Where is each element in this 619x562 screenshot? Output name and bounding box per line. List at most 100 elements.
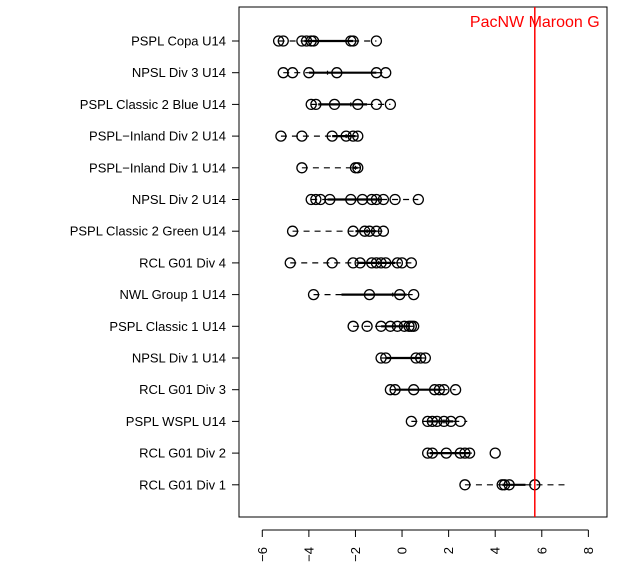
data-point bbox=[326, 130, 338, 142]
data-point bbox=[314, 193, 327, 206]
data-point bbox=[296, 35, 308, 47]
data-point bbox=[440, 447, 452, 459]
data-point bbox=[272, 35, 285, 47]
data-point bbox=[375, 257, 387, 269]
data-point bbox=[408, 288, 420, 301]
data-point bbox=[347, 35, 359, 47]
data-point bbox=[454, 415, 466, 428]
category-label: NPSL Div 3 U14 bbox=[132, 65, 226, 80]
category-label: RCL G01 Div 4 bbox=[139, 255, 226, 270]
x-tick-label: 4 bbox=[488, 547, 503, 554]
data-point bbox=[370, 257, 383, 269]
category-label: PSPL−Inland Div 1 U14 bbox=[89, 160, 226, 175]
data-point bbox=[296, 162, 308, 174]
data-point bbox=[352, 162, 364, 174]
data-point bbox=[384, 384, 397, 396]
data-point bbox=[394, 288, 406, 301]
data-point bbox=[363, 225, 376, 237]
data-point bbox=[389, 384, 401, 396]
x-tick-label: 0 bbox=[395, 547, 410, 554]
data-point bbox=[445, 415, 457, 428]
data-point bbox=[286, 225, 299, 237]
data-point bbox=[422, 415, 434, 428]
reference-line-label: PacNW Maroon G bbox=[470, 14, 600, 31]
x-tick-label: −4 bbox=[301, 547, 316, 562]
data-point bbox=[366, 257, 378, 269]
data-point bbox=[375, 352, 387, 364]
box-11 bbox=[384, 384, 462, 396]
data-point bbox=[396, 257, 408, 269]
box-0 bbox=[272, 35, 383, 47]
box-9 bbox=[347, 320, 420, 332]
x-tick-label: 2 bbox=[441, 547, 456, 554]
data-point bbox=[459, 447, 471, 459]
data-point bbox=[410, 352, 422, 364]
data-point bbox=[296, 130, 308, 142]
data-point bbox=[377, 225, 390, 237]
data-point bbox=[412, 193, 424, 206]
data-point bbox=[356, 193, 369, 206]
data-point bbox=[310, 98, 322, 111]
data-point bbox=[347, 130, 359, 142]
data-point bbox=[380, 67, 392, 79]
data-point bbox=[498, 479, 511, 491]
data-point bbox=[489, 447, 501, 459]
data-point bbox=[391, 257, 404, 269]
category-label: NPSL Div 1 U14 bbox=[132, 351, 226, 366]
box-13 bbox=[422, 447, 501, 459]
category-label: PSPL WSPL U14 bbox=[126, 414, 226, 429]
data-point bbox=[391, 320, 404, 332]
box-6 bbox=[286, 225, 390, 237]
data-point bbox=[405, 257, 418, 269]
data-point bbox=[408, 320, 420, 332]
data-point bbox=[340, 130, 352, 142]
data-point bbox=[366, 193, 378, 206]
data-point bbox=[380, 352, 392, 364]
x-tick-label: 8 bbox=[581, 547, 596, 554]
data-point bbox=[384, 320, 397, 332]
data-point bbox=[398, 320, 411, 332]
data-point bbox=[438, 384, 450, 396]
data-point bbox=[428, 384, 441, 396]
data-point bbox=[352, 130, 364, 142]
data-point bbox=[503, 479, 515, 491]
data-point bbox=[370, 225, 383, 237]
data-point bbox=[305, 193, 317, 206]
plot-area-frame bbox=[238, 6, 608, 518]
category-label: RCL G01 Div 3 bbox=[139, 382, 226, 397]
category-labels: PSPL Copa U14 NPSL Div 3 U14 PSPL Classic … bbox=[70, 34, 239, 492]
box-14 bbox=[459, 479, 568, 491]
box-5 bbox=[305, 193, 424, 206]
data-point bbox=[363, 288, 376, 301]
data-point bbox=[275, 130, 287, 142]
data-point bbox=[286, 67, 299, 79]
data-point bbox=[326, 257, 338, 269]
category-label: PSPL Classic 2 Blue U14 bbox=[80, 97, 226, 112]
data-point bbox=[347, 257, 359, 269]
category-label: NWL Group 1 U14 bbox=[120, 287, 226, 302]
category-label: PSPL−Inland Div 2 U14 bbox=[89, 129, 226, 144]
data-point bbox=[359, 225, 371, 237]
box-1 bbox=[277, 67, 392, 79]
data-point bbox=[454, 447, 466, 459]
data-point bbox=[426, 415, 438, 428]
data-point bbox=[345, 193, 357, 206]
data-point bbox=[426, 447, 438, 459]
data-point bbox=[307, 288, 320, 301]
category-label: PSPL Classic 1 U14 bbox=[109, 319, 226, 334]
x-tick-label: −6 bbox=[255, 547, 270, 562]
data-point bbox=[303, 67, 315, 79]
data-point bbox=[380, 257, 392, 269]
data-point bbox=[352, 98, 364, 111]
data-point bbox=[419, 352, 431, 364]
data-point bbox=[347, 320, 359, 332]
category-label: PSPL Classic 2 Green U14 bbox=[70, 224, 226, 239]
data-point bbox=[328, 98, 341, 111]
data-point bbox=[307, 35, 320, 47]
category-label: PSPL Copa U14 bbox=[131, 34, 226, 49]
data-point bbox=[310, 193, 322, 206]
data-point bbox=[324, 193, 336, 206]
data-point bbox=[384, 98, 397, 111]
data-point bbox=[405, 415, 418, 428]
